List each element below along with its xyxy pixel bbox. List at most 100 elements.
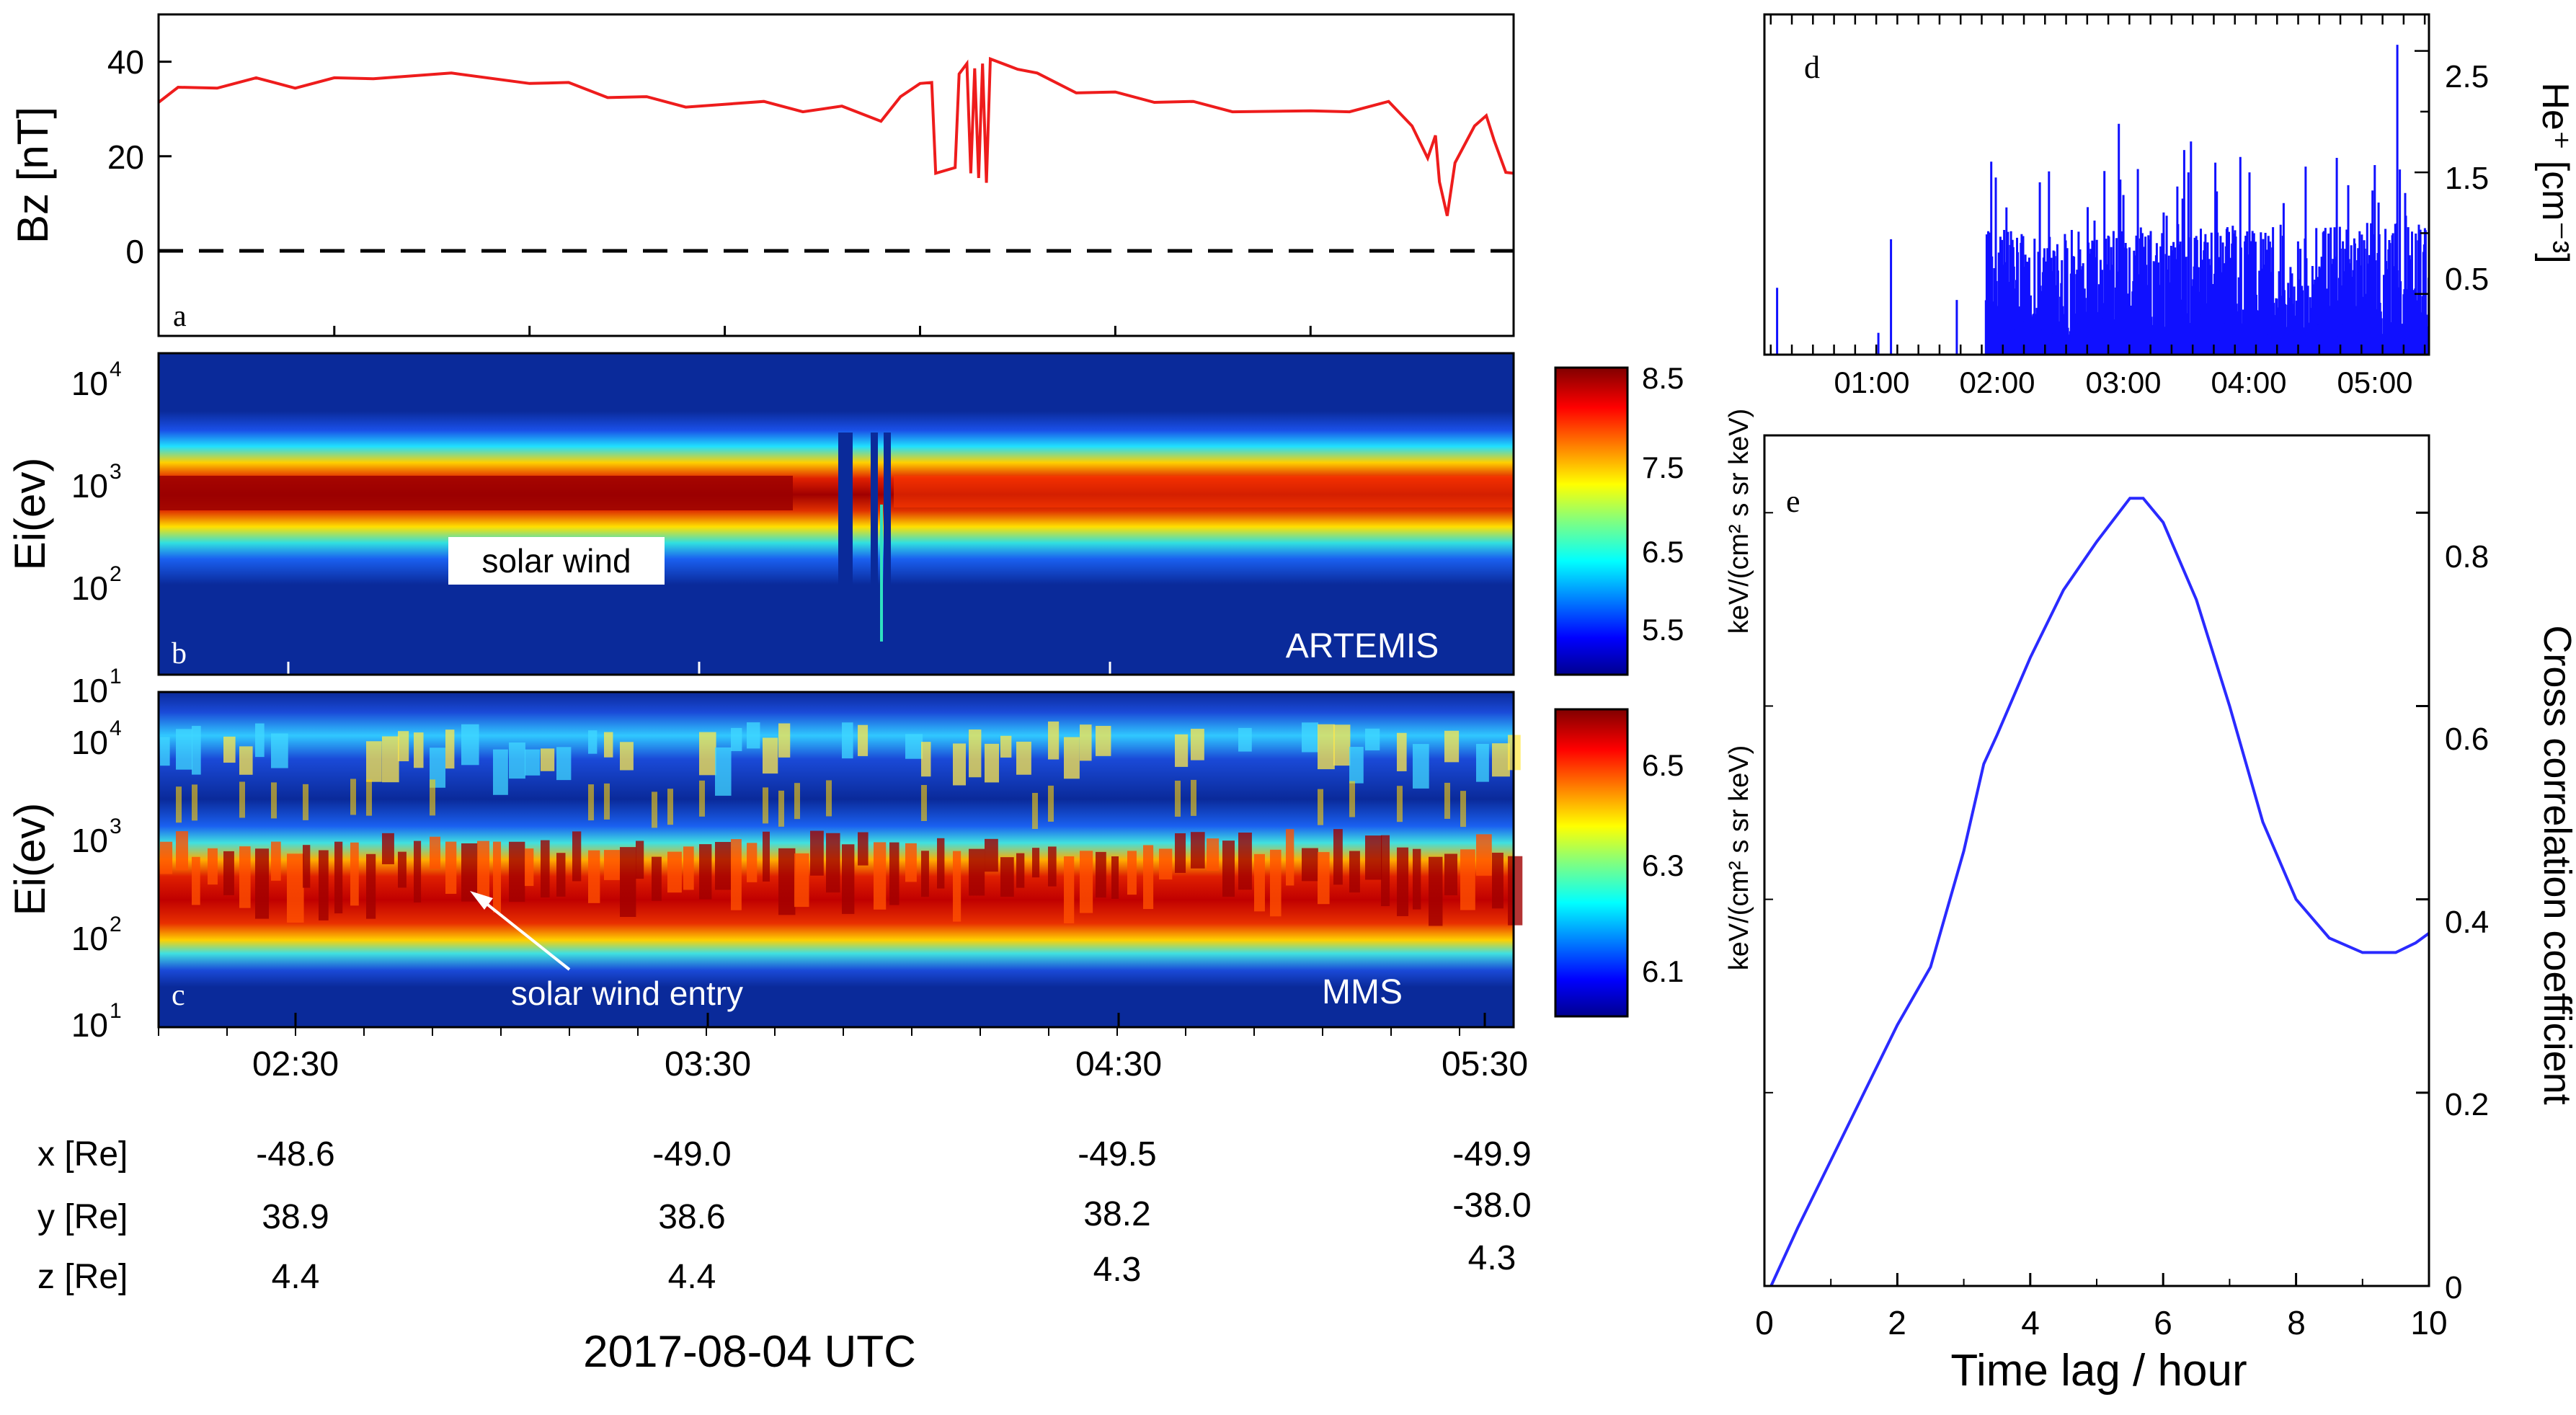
panel-a-frame <box>157 13 1515 337</box>
mms-mid-patch <box>652 791 657 828</box>
mms-core-patch <box>1492 852 1504 909</box>
mms-core-patch <box>461 843 478 902</box>
colorbar-b: 8.5 7.5 6.5 5.5 keV/(cm² s sr keV) <box>1554 361 1754 676</box>
mms-core-patch <box>1333 829 1343 885</box>
mms-core-patch <box>223 851 234 895</box>
mms-high-energy-patch <box>1302 722 1319 753</box>
svg-text:6.5: 6.5 <box>1642 535 1684 569</box>
mms-high-energy-patch <box>1191 729 1204 760</box>
ei-ticks-b: 10 4 10 3 10 2 10 1 <box>71 358 122 709</box>
mms-high-energy-patch <box>445 729 455 769</box>
mms-core-patch <box>556 853 566 897</box>
svg-text:10: 10 <box>2410 1304 2447 1341</box>
mms-core-patch <box>747 843 758 882</box>
svg-text:10: 10 <box>71 569 108 607</box>
mms-core-patch <box>1349 851 1360 893</box>
mms-high-energy-patch <box>858 724 869 756</box>
artemis-high-flux-core <box>159 476 793 510</box>
mms-core-patch <box>1476 834 1492 876</box>
panel-a-label: a <box>173 300 187 333</box>
mms-high-energy-patch <box>747 722 760 749</box>
mms-core-patch <box>208 848 218 885</box>
svg-text:04:00: 04:00 <box>2211 365 2286 399</box>
mms-core-patch <box>588 850 600 903</box>
mms-high-energy-patch <box>398 731 409 762</box>
mms-high-energy-patch <box>541 748 555 771</box>
panel-e-cross-correlation: e 0 0.2 0.4 0.6 0.8 Cross correlation co… <box>1755 434 2576 1396</box>
svg-text:10: 10 <box>71 365 108 402</box>
mms-core-patch <box>1397 847 1409 916</box>
mms-core-patch <box>1159 848 1173 880</box>
mms-high-energy-patch <box>1397 732 1407 771</box>
artemis-spectrogram-background <box>159 353 1514 675</box>
mms-high-energy-patch <box>731 727 742 751</box>
mms-mid-patch <box>176 786 182 823</box>
mms-core-patch <box>1080 851 1093 913</box>
mms-core-patch <box>1064 856 1075 923</box>
mms-core-patch <box>810 830 824 876</box>
svg-text:0: 0 <box>1755 1304 1774 1341</box>
solar-wind-entry-label: solar wind entry <box>511 975 743 1012</box>
mms-core-patch <box>1413 848 1421 910</box>
mms-high-energy-patch <box>763 737 778 774</box>
svg-text:10: 10 <box>71 467 108 505</box>
mms-mid-patch <box>271 782 277 819</box>
mms-high-energy-patch <box>255 723 265 758</box>
svg-text:7.5: 7.5 <box>1642 451 1684 484</box>
mms-high-energy-patch <box>366 741 382 782</box>
xcorr-axis-label: Cross correlation coefficient <box>2536 625 2576 1104</box>
mms-core-patch <box>271 841 281 881</box>
time-axis-labels: 02:30 03:30 04:30 05:30 <box>252 1045 1528 1083</box>
mms-core-patch <box>953 851 961 922</box>
mms-core-patch <box>763 831 770 882</box>
mms-high-energy-patch <box>414 732 424 768</box>
z-value-0430: 4.3 <box>1093 1251 1142 1289</box>
svg-text:2.5: 2.5 <box>2445 59 2489 94</box>
mms-mid-patch <box>1032 792 1038 829</box>
svg-text:04:30: 04:30 <box>1075 1045 1162 1083</box>
solar-wind-entry-arrowhead <box>470 891 493 910</box>
mms-core-patch <box>303 845 311 888</box>
panel-e-label: e <box>1786 484 1800 519</box>
mms-core-patch <box>858 832 869 866</box>
svg-text:5.5: 5.5 <box>1642 613 1684 647</box>
mms-core-patch <box>683 846 694 890</box>
mms-core-patch <box>398 851 407 888</box>
mms-core-patch <box>794 853 809 908</box>
mms-mid-patch <box>239 781 245 818</box>
z-value-0230: 4.4 <box>272 1258 320 1296</box>
panel-e-ticks <box>1763 511 2430 1287</box>
mms-core-patch <box>350 842 359 906</box>
svg-text:0.8: 0.8 <box>2445 539 2489 575</box>
time-axis-ticks <box>158 1013 1486 1036</box>
svg-text:6.1: 6.1 <box>1642 954 1684 988</box>
mms-high-energy-patch <box>1444 730 1460 763</box>
mms-mid-patch <box>192 784 197 821</box>
y-value-0330: 38.6 <box>658 1198 725 1236</box>
mms-core-patch <box>1254 853 1265 912</box>
mms-core-patch <box>1175 833 1186 873</box>
mms-mid-patch <box>1444 782 1450 819</box>
bz-tick-40: 40 <box>107 43 144 81</box>
mms-core-patch <box>477 840 489 900</box>
ei-axis-label-c: Ei(ev) <box>6 803 54 916</box>
mms-high-energy-patch <box>1333 724 1351 766</box>
mms-core-patch <box>334 841 343 914</box>
date-axis-title: 2017-08-04 UTC <box>583 1327 916 1377</box>
panel-d-he-density: d 2.5 1.5 0.5 He⁺ [cm⁻³] 01:00 02:00 03:… <box>1763 13 2576 399</box>
bz-tick-0: 0 <box>125 233 144 270</box>
orbit-position-table: x [Re] y [Re] z [Re] -48.6 38.9 4.4 -49.… <box>37 1135 1532 1377</box>
artemis-gap-3 <box>884 433 891 627</box>
mms-core-patch <box>1365 835 1382 880</box>
svg-text:8: 8 <box>2287 1304 2306 1341</box>
svg-text:2: 2 <box>1888 1304 1906 1341</box>
mms-core-patch <box>1460 849 1475 910</box>
svg-text:02:00: 02:00 <box>1959 365 2035 399</box>
mms-high-energy-patch <box>1238 727 1252 752</box>
mms-high-energy-patch <box>382 736 399 783</box>
svg-text:0.4: 0.4 <box>2445 905 2489 940</box>
mms-high-energy-patch <box>239 746 253 775</box>
y-value-0530: -38.0 <box>1452 1186 1531 1225</box>
mms-core-patch <box>572 831 582 882</box>
mms-core-patch <box>414 840 422 902</box>
